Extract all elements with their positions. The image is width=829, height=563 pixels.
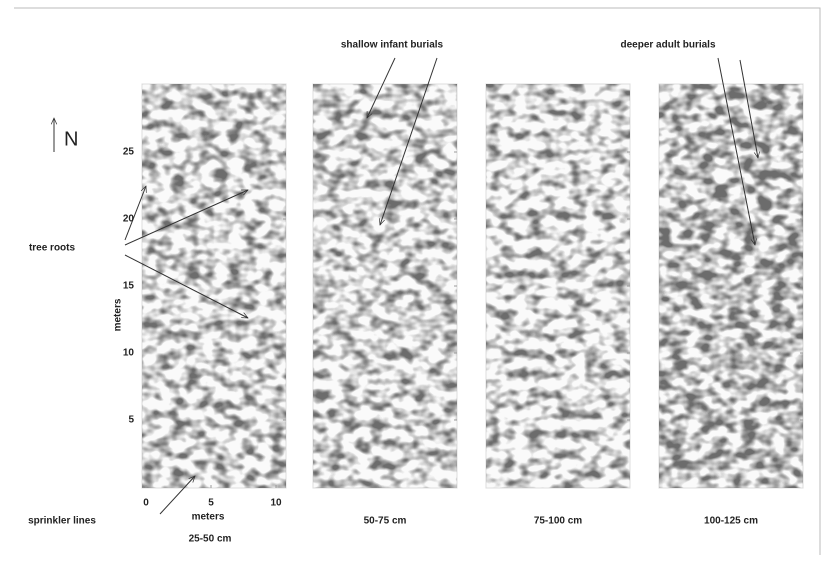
arrow	[159, 476, 195, 515]
frame	[14, 7, 821, 555]
x-axis-label: meters	[192, 512, 225, 523]
arrow	[380, 57, 438, 225]
x-tick-label: 0	[143, 498, 149, 509]
arrow	[739, 59, 758, 158]
arrow	[717, 57, 755, 245]
panel-label: 100-125 cm	[704, 516, 758, 527]
arrow	[366, 57, 396, 118]
y-tick-label: 20	[123, 214, 135, 225]
arrow	[124, 254, 248, 319]
panel-label: 75-100 cm	[534, 516, 582, 527]
y-tick-label: 25	[123, 147, 135, 158]
gpr-slice	[486, 84, 630, 488]
annotation: sprinkler lines	[28, 516, 96, 527]
y-tick-label: 5	[128, 415, 134, 426]
gpr-slice	[142, 84, 286, 488]
panel-label: 50-75 cm	[364, 516, 407, 527]
panel-label: 25-50 cm	[189, 534, 232, 545]
gpr-slice	[313, 84, 457, 488]
annotation: tree roots	[29, 243, 76, 254]
y-tick-label: 15	[123, 281, 135, 292]
x-tick-label: 5	[208, 498, 214, 509]
panels	[141, 83, 804, 489]
y-axis-label: meters	[113, 298, 124, 331]
gpr-slice	[659, 84, 803, 488]
arrow	[124, 186, 146, 241]
north-label: N	[64, 128, 78, 150]
y-tick-label: 10	[123, 348, 135, 359]
arrow	[124, 189, 248, 246]
x-tick-label: 10	[270, 498, 282, 509]
annotation: shallow infant burials	[341, 40, 444, 51]
annotation: deeper adult burials	[620, 40, 715, 51]
